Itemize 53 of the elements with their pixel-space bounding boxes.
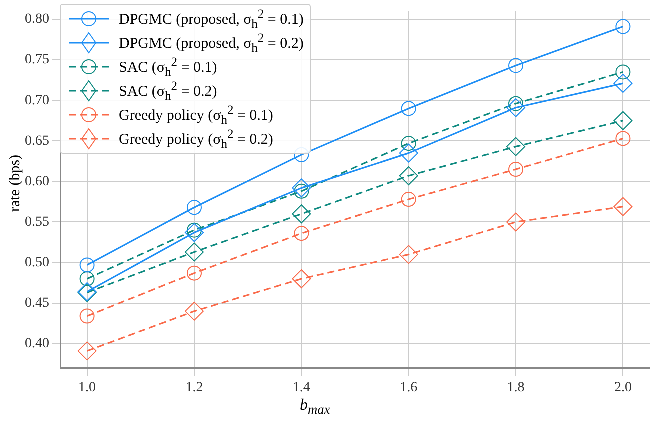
y-tick-label: 0.50 [25, 255, 50, 270]
point [401, 136, 416, 152]
y-axis-title: rate (bps) [8, 154, 24, 214]
x-tick-label: 1.8 [507, 380, 525, 396]
y-tick-label: 0.75 [25, 52, 50, 68]
point [616, 64, 631, 80]
point [614, 111, 633, 130]
point [186, 200, 202, 216]
point [506, 212, 526, 232]
point [506, 98, 526, 118]
y-tick-label: 0.60 [25, 174, 50, 190]
legend-label: SAC (σ$_{h}$$^{2}$ = 0.2) [119, 78, 218, 104]
point [184, 242, 204, 262]
x-tick-label: 1.4 [292, 380, 310, 396]
point [401, 101, 416, 116]
point [401, 192, 416, 208]
y-tick-label: 0.80 [25, 12, 50, 28]
point [506, 137, 526, 156]
y-tick-label: 0.40 [25, 336, 50, 352]
x-tick-label: 1.0 [78, 380, 96, 396]
legend-label: DPGMC (proposed, σ$_{h}$$^{2}$ = 0.2) [119, 30, 304, 56]
legend-label: SAC (σ$_{h}$$^{2}$ = 0.1) [119, 54, 218, 80]
point [184, 302, 204, 321]
point [614, 197, 633, 216]
y-tick-label: 0.55 [25, 214, 50, 230]
legend-label: Greedy policy (σ$_{h}$$^{2}$ = 0.2) [119, 126, 274, 152]
point [399, 245, 418, 264]
point [616, 19, 631, 34]
point [80, 308, 95, 324]
point [292, 204, 312, 224]
point [399, 144, 418, 163]
x-tick-label: 1.6 [400, 380, 418, 396]
point [292, 178, 312, 198]
point [614, 74, 633, 94]
point [78, 342, 97, 361]
point [508, 162, 524, 178]
y-tick-label: 0.70 [25, 93, 50, 108]
point [184, 223, 204, 242]
point [80, 258, 95, 273]
point [399, 166, 418, 186]
x-axis-title: b$_{max}$ [300, 397, 330, 418]
point [508, 58, 524, 74]
point [616, 131, 631, 146]
point [80, 272, 95, 286]
point [186, 266, 202, 281]
x-tick-label: 2.0 [614, 380, 632, 396]
y-tick-label: 0.45 [25, 296, 50, 311]
y-tick-label: 0.65 [25, 134, 50, 149]
point [292, 270, 312, 288]
point [294, 226, 310, 242]
x-tick-label: 1.2 [186, 380, 204, 396]
legend-label: Greedy policy (σ$_{h}$$^{2}$ = 0.1) [119, 102, 274, 128]
legend-label: DPGMC (proposed, σ$_{h}$$^{2}$ = 0.1) [119, 6, 304, 32]
